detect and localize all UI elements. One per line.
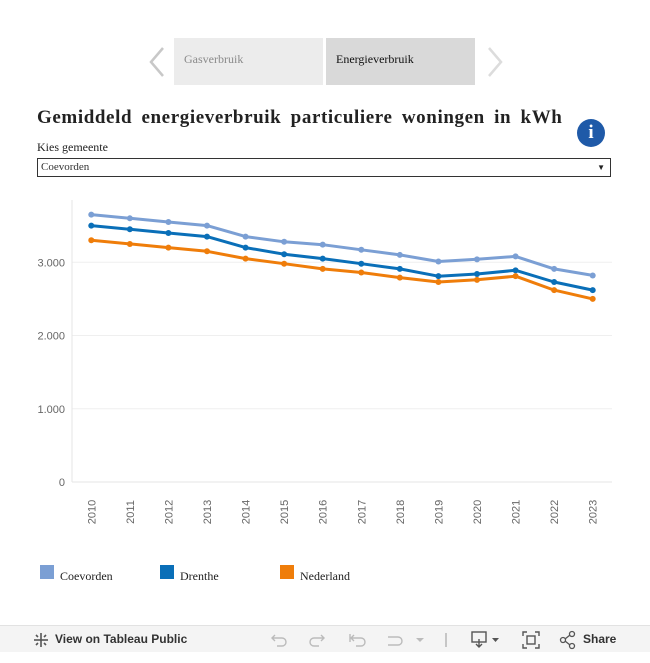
data-point-nederland (551, 287, 558, 294)
share-icon (559, 630, 576, 650)
x-tick-label: 2014 (241, 500, 253, 524)
data-point-coevorden (551, 265, 558, 272)
filter-label: Kies gemeente (37, 140, 108, 154)
x-tick-label: 2012 (163, 500, 175, 524)
data-point-drenthe (474, 270, 480, 277)
series-line-drenthe (91, 224, 594, 292)
share-label: Share (583, 632, 617, 646)
x-tick-label: 2022 (549, 500, 561, 524)
data-point-nederland (126, 240, 133, 247)
data-point-drenthe (242, 244, 249, 251)
data-point-coevorden (204, 222, 210, 229)
tableau-toolbar: View on Tableau Public Share (0, 625, 650, 652)
data-point-nederland (589, 295, 596, 302)
refresh-icon[interactable] (384, 626, 428, 653)
previous-arrow-icon[interactable] (146, 44, 170, 80)
data-point-coevorden (319, 241, 326, 248)
data-point-nederland (319, 265, 326, 272)
download-icon[interactable] (471, 626, 501, 653)
legend-swatch-coevorden (40, 565, 54, 579)
legend-item-coevorden[interactable]: Coevorden (40, 565, 130, 583)
next-arrow-icon[interactable] (482, 44, 506, 80)
chart-title: Gemiddeld energieverbruik particuliere w… (37, 107, 563, 128)
data-point-nederland (88, 237, 95, 244)
legend-label-coevorden: Coevorden (60, 569, 113, 583)
x-tick-label: 2023 (588, 500, 600, 524)
data-point-coevorden (281, 238, 288, 245)
data-point-drenthe (204, 233, 210, 240)
data-point-nederland (242, 255, 249, 262)
data-point-drenthe (319, 255, 326, 262)
x-tick-label: 2016 (318, 500, 330, 524)
series-line-nederland (91, 238, 594, 301)
revert-icon[interactable] (347, 626, 367, 653)
share-button[interactable]: Share (559, 626, 621, 653)
data-point-nederland (396, 274, 403, 281)
info-icon[interactable]: i (577, 119, 605, 147)
data-point-nederland (358, 269, 365, 276)
series-line-coevorden (91, 213, 593, 277)
legend-swatch-nederland (280, 565, 294, 579)
data-point-drenthe (88, 222, 95, 229)
data-point-drenthe (435, 273, 442, 280)
data-point-coevorden (358, 246, 365, 253)
data-point-nederland (435, 279, 442, 286)
data-point-drenthe (396, 265, 403, 272)
data-point-drenthe (589, 287, 596, 294)
data-point-nederland (165, 244, 172, 251)
data-point-nederland (281, 260, 288, 267)
data-point-coevorden (396, 251, 403, 258)
x-tick-label: 2015 (279, 500, 291, 524)
fullscreen-icon[interactable] (522, 626, 540, 653)
line-chart: 0 1.000 2.000 3.000 2010 2011 2012 2013 2014 2015… (37, 200, 612, 524)
x-tick-label: 2021 (511, 500, 523, 524)
gemeente-select[interactable]: Coevorden ▼ (37, 158, 611, 177)
y-tick-label: 0 (59, 477, 65, 489)
data-point-coevorden (242, 233, 249, 240)
data-point-coevorden (88, 211, 95, 218)
data-point-drenthe (281, 251, 288, 258)
x-tick-label: 2017 (356, 500, 368, 524)
data-point-coevorden (435, 258, 442, 265)
x-tick-label: 2018 (395, 500, 407, 524)
data-point-drenthe (358, 260, 365, 267)
tab-gasverbruik[interactable]: Gasverbruik (174, 38, 323, 85)
y-tick-label: 3.000 (37, 257, 65, 269)
tableau-logo-icon (34, 633, 48, 647)
legend-swatch-drenthe (160, 565, 174, 579)
legend-item-nederland[interactable]: Nederland (280, 565, 380, 583)
x-tick-label: 2020 (472, 500, 484, 524)
data-point-drenthe (165, 229, 172, 236)
x-tick-label: 2013 (202, 500, 214, 524)
data-point-nederland (204, 248, 210, 255)
view-on-tableau-label: View on Tableau Public (55, 632, 188, 646)
toolbar-divider (444, 626, 448, 653)
data-point-drenthe (512, 267, 519, 274)
redo-icon[interactable] (308, 626, 326, 653)
view-on-tableau-button[interactable]: View on Tableau Public (33, 626, 193, 653)
tab-energieverbruik[interactable]: Energieverbruik (326, 38, 475, 85)
legend-item-drenthe[interactable]: Drenthe (160, 565, 250, 583)
data-point-drenthe (551, 279, 558, 286)
undo-icon[interactable] (270, 626, 288, 653)
dropdown-caret-icon: ▼ (597, 163, 605, 172)
gemeente-select-value: Coevorden (41, 161, 90, 173)
data-point-coevorden (165, 218, 172, 225)
data-point-nederland (474, 276, 480, 283)
legend-label-nederland: Nederland (300, 569, 350, 583)
x-tick-label: 2019 (433, 500, 445, 524)
data-point-nederland (512, 273, 519, 280)
x-tick-label: 2011 (125, 500, 137, 524)
y-tick-label: 1.000 (37, 404, 65, 416)
legend-label-drenthe: Drenthe (180, 569, 219, 583)
data-point-drenthe (126, 226, 133, 233)
data-point-coevorden (512, 253, 519, 260)
x-tick-label: 2010 (86, 500, 98, 524)
data-point-coevorden (589, 272, 596, 279)
y-tick-label: 2.000 (37, 331, 65, 343)
data-point-coevorden (126, 215, 133, 222)
data-point-coevorden (474, 256, 480, 263)
